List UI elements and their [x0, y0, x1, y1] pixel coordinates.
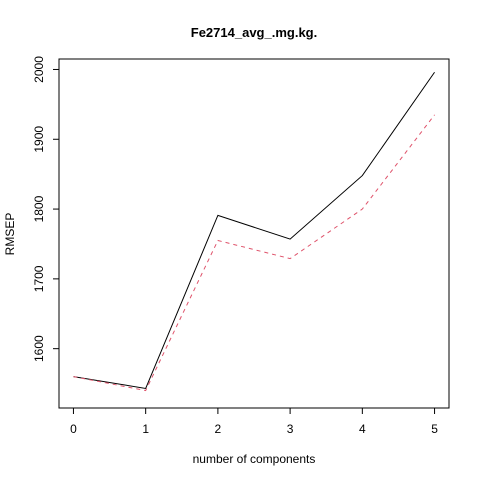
series-lines	[73, 71, 435, 392]
x-tick-label: 3	[287, 422, 294, 436]
x-tick-label: 4	[359, 422, 366, 436]
x-axis: 0 1 2 3 4 5	[70, 407, 438, 436]
y-tick-label: 1700	[32, 265, 46, 292]
y-tick-label: 1600	[32, 335, 46, 362]
series-line-1	[73, 71, 435, 390]
chart-title: Fe2714_avg_.mg.kg.	[191, 25, 317, 40]
y-tick-label: 2000	[32, 56, 46, 83]
x-tick-label: 2	[215, 422, 222, 436]
y-tick-label: 1900	[32, 126, 46, 153]
x-tick-label: 5	[431, 422, 438, 436]
y-tick-label: 1800	[32, 195, 46, 222]
x-tick-label: 1	[142, 422, 149, 436]
y-axis: 1600 1700 1800 1900 2000	[32, 56, 60, 362]
x-tick-label: 0	[70, 422, 77, 436]
x-axis-label: number of components	[193, 452, 316, 466]
y-axis-label: RMSEP	[3, 213, 17, 256]
